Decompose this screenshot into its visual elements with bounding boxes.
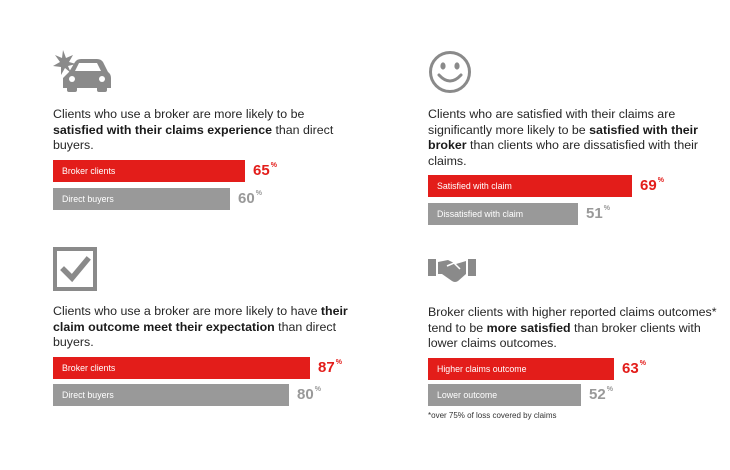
handshake-icon (428, 257, 476, 288)
description-text: than direct buyers. (53, 319, 337, 350)
footnote: *over 75% of loss covered by claims (428, 411, 557, 420)
data-label-value: 69 (640, 177, 657, 194)
data-label: 80% (297, 384, 321, 406)
chart-panel: Clients who use a broker are more likely… (53, 247, 353, 412)
data-label-unit: % (314, 386, 321, 393)
bar-label: Broker clients (62, 363, 116, 373)
data-label-unit: % (270, 162, 277, 169)
smiley-face-icon (428, 50, 472, 99)
data-label-value: 80 (297, 386, 314, 403)
chart-description: Clients who use a broker are more likely… (53, 304, 353, 351)
description-emphasis: satisfied with their claims experience (53, 122, 272, 137)
chart-description: Clients who are satisfied with their cla… (428, 107, 718, 169)
data-label: 87% (318, 357, 342, 379)
bar-label: Direct buyers (62, 390, 114, 400)
data-label: 65% (253, 160, 277, 182)
data-label-value: 87 (318, 359, 335, 376)
data-label-value: 60 (238, 190, 255, 207)
bar: Satisfied with claim (428, 175, 632, 197)
description-text: Clients who use a broker are more likely… (53, 304, 321, 318)
data-label: 63% (622, 358, 646, 380)
description-text: than clients who are dissatisfied with t… (428, 138, 698, 168)
description-text: Clients who use a broker are more likely… (53, 107, 305, 121)
data-label-unit: % (657, 177, 664, 184)
data-label: 69% (640, 175, 664, 197)
chart-description: Clients who use a broker are more likely… (53, 107, 353, 154)
data-label-value: 63 (622, 360, 639, 377)
chart-panel: Clients who are satisfied with their cla… (428, 50, 728, 225)
description-text: than direct buyers. (53, 122, 334, 153)
bar-label: Dissatisfied with claim (437, 209, 524, 219)
data-label-unit: % (255, 190, 262, 197)
data-label-unit: % (335, 359, 342, 366)
bar-label: Higher claims outcome (437, 364, 527, 374)
data-label-unit: % (606, 386, 613, 393)
data-label: 60% (238, 188, 262, 210)
data-label-unit: % (603, 205, 610, 212)
bar-label: Broker clients (62, 166, 116, 176)
description-emphasis: satisfied with their broker (428, 122, 698, 153)
bar: Higher claims outcome (428, 358, 614, 380)
chart-panel: Broker clients with higher reported clai… (428, 257, 728, 427)
data-label-unit: % (639, 360, 646, 367)
bar: Dissatisfied with claim (428, 203, 578, 225)
bar-label: Lower outcome (437, 390, 498, 400)
bar-label: Direct buyers (62, 194, 114, 204)
chart-panel: Clients who use a broker are more likely… (53, 50, 353, 215)
description-emphasis: their claim outcome meet their expectati… (53, 304, 348, 334)
data-label: 52% (589, 384, 613, 406)
description-text: Clients who are satisfied with their cla… (428, 107, 676, 137)
bar: Direct buyers (53, 188, 230, 210)
car-crash-icon (53, 50, 111, 97)
data-label-value: 52 (589, 386, 606, 403)
data-label: 51% (586, 203, 610, 225)
description-text: than broker clients with lower claims ou… (428, 320, 701, 351)
data-label-value: 65 (253, 162, 270, 179)
bar: Direct buyers (53, 384, 289, 406)
bar: Broker clients (53, 160, 245, 182)
bar-label: Satisfied with claim (437, 181, 512, 191)
bar: Broker clients (53, 357, 310, 379)
bar: Lower outcome (428, 384, 581, 406)
description-text: Broker clients with higher reported clai… (428, 305, 717, 335)
description-emphasis: more satisfied (486, 320, 571, 335)
data-label-value: 51 (586, 205, 603, 222)
checkbox-icon (53, 247, 97, 296)
chart-description: Broker clients with higher reported clai… (428, 305, 728, 352)
